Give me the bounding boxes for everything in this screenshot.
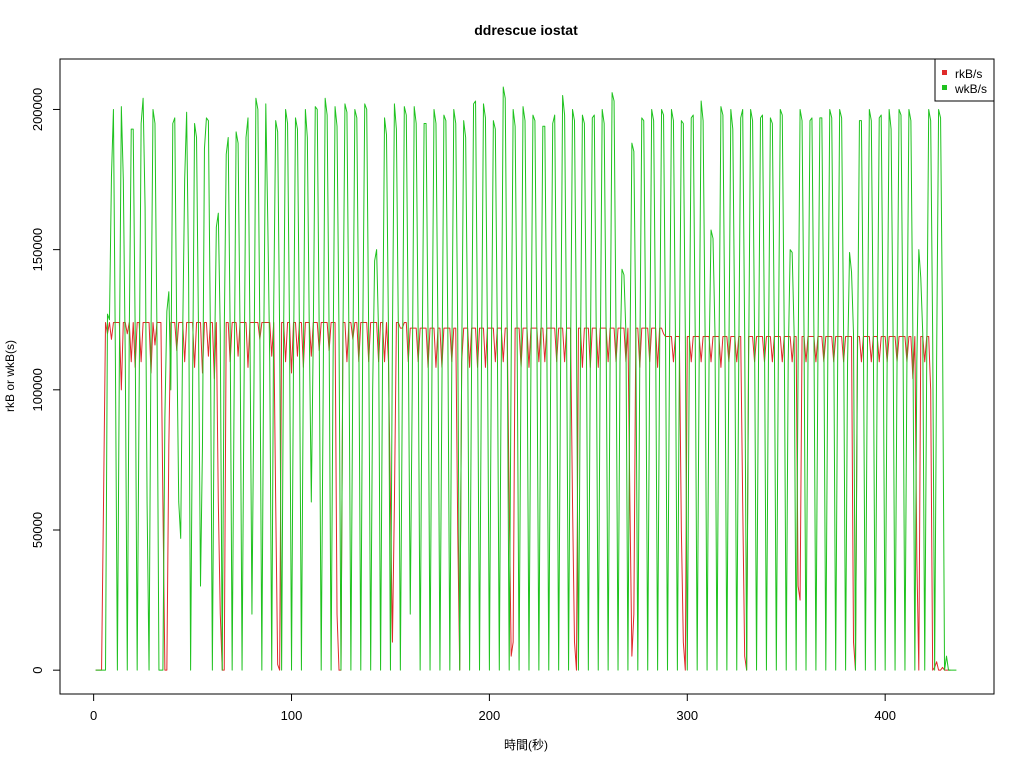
y-tick-label: 200000 bbox=[30, 88, 45, 131]
y-tick-label: 150000 bbox=[30, 228, 45, 271]
x-tick-label: 200 bbox=[479, 708, 501, 723]
legend-swatch-rkb bbox=[942, 70, 947, 75]
legend-label-wkb: wkB/s bbox=[954, 82, 987, 96]
y-tick-label: 100000 bbox=[30, 368, 45, 411]
plot-lines bbox=[95, 86, 957, 671]
x-tick-label: 300 bbox=[676, 708, 698, 723]
x-tick-label: 100 bbox=[281, 708, 303, 723]
x-tick-label: 400 bbox=[874, 708, 896, 723]
legend-swatch-wkb bbox=[942, 85, 947, 90]
x-axis-title: 時間(秒) bbox=[504, 738, 548, 752]
y-tick-label: 0 bbox=[30, 667, 45, 674]
legend-box bbox=[934, 58, 995, 102]
y-axis: 0 50000 100000 150000 200000 bbox=[30, 88, 61, 674]
legend: rkB/s wkB/s bbox=[934, 58, 995, 102]
chart-title: ddrescue iostat bbox=[474, 22, 578, 38]
x-tick-label: 0 bbox=[90, 708, 97, 723]
legend-label-rkb: rkB/s bbox=[955, 67, 982, 81]
x-axis: 0 100 200 300 400 bbox=[90, 693, 896, 723]
series-line-wkbs bbox=[95, 86, 957, 671]
y-axis-title: rkB or wkB(s) bbox=[3, 340, 17, 412]
y-tick-label: 50000 bbox=[30, 512, 45, 548]
